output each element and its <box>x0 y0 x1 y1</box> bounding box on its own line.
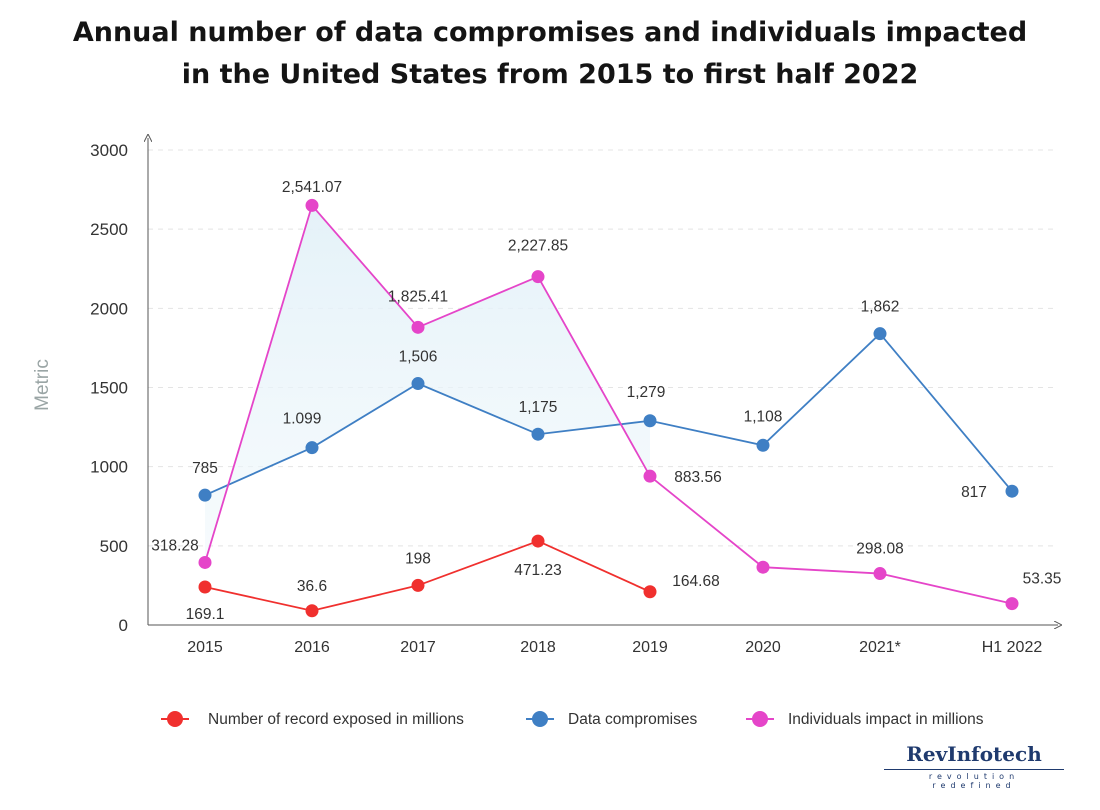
legend-label: Number of record exposed in millions <box>208 711 464 728</box>
x-tick-label: 2017 <box>400 639 436 656</box>
data-label: 1.099 <box>283 411 322 428</box>
data-point-individuals-impacted <box>756 560 770 574</box>
x-tick-label: 2016 <box>294 639 330 656</box>
y-tick-label: 1500 <box>90 379 128 398</box>
data-label: 1,279 <box>627 384 666 401</box>
data-point-data-compromises <box>531 427 545 441</box>
chart-title: Annual number of data compromises and in… <box>0 12 1100 96</box>
legend-marker <box>167 711 183 727</box>
data-label: 36.6 <box>297 578 327 595</box>
data-point-individuals-impacted <box>1005 597 1019 611</box>
data-point-individuals-impacted <box>305 198 319 212</box>
data-point-data-compromises <box>756 438 770 452</box>
data-point-data-compromises <box>1005 484 1019 498</box>
series-line-data-compromises <box>204 332 1013 496</box>
data-point-records-exposed <box>643 585 657 599</box>
data-label: 198 <box>405 550 431 567</box>
brand-logo: RevInfotech revolution redefined <box>884 742 1064 790</box>
data-label: 298.08 <box>856 541 903 558</box>
data-point-individuals-impacted <box>198 555 212 569</box>
x-tick-label: 2019 <box>632 639 668 656</box>
brand-divider <box>884 769 1064 770</box>
brand-tagline: revolution redefined <box>928 772 1020 790</box>
legend-marker <box>532 711 548 727</box>
data-label: 318.28 <box>151 537 198 554</box>
data-label: 817 <box>961 484 987 501</box>
brand-name: RevInfotech <box>906 742 1042 766</box>
data-point-data-compromises <box>305 441 319 455</box>
data-point-individuals-impacted <box>531 270 545 284</box>
data-label-peak: 2,541.07 <box>282 179 342 196</box>
data-label: 164.68 <box>672 573 719 590</box>
data-point-records-exposed <box>411 578 425 592</box>
x-tick-label: H1 2022 <box>982 639 1043 656</box>
data-label: 53.35 <box>1023 571 1062 588</box>
data-label: 785 <box>192 460 218 477</box>
data-point-records-exposed <box>305 604 319 618</box>
data-label: 2,227.85 <box>508 238 568 255</box>
data-point-individuals-impacted <box>643 469 657 483</box>
data-label: 1,108 <box>744 408 783 425</box>
chart-title-line-2: in the United States from 2015 to first … <box>181 59 919 90</box>
series-line-individuals-impacted <box>204 203 1013 605</box>
legend-marker <box>752 711 768 727</box>
data-label: 1,825.41 <box>388 288 448 305</box>
x-tick-label: 2015 <box>187 639 223 656</box>
data-point-individuals-impacted <box>873 567 887 581</box>
y-tick-label: 3000 <box>90 141 128 160</box>
y-axis-title: Metric <box>32 359 53 411</box>
data-point-data-compromises <box>411 377 425 391</box>
data-label: 1,506 <box>399 349 438 366</box>
data-label: 471.23 <box>514 562 561 579</box>
y-tick-label: 0 <box>119 616 128 635</box>
x-tick-label: 2021* <box>859 639 901 656</box>
data-point-data-compromises <box>198 488 212 502</box>
data-label: 1,862 <box>861 299 900 316</box>
data-label: 883.56 <box>674 469 721 486</box>
data-point-data-compromises <box>643 414 657 428</box>
legend-label: Data compromises <box>568 711 697 728</box>
y-tick-label: 500 <box>100 537 128 556</box>
y-tick-label: 1000 <box>90 458 128 477</box>
legend-label: Individuals impact in millions <box>788 711 984 728</box>
data-label: 1,175 <box>519 399 558 416</box>
area-fill <box>205 205 650 563</box>
data-point-records-exposed <box>531 534 545 548</box>
data-point-individuals-impacted <box>411 320 425 334</box>
y-tick-label: 2500 <box>90 220 128 239</box>
data-label: 169.1 <box>186 606 225 623</box>
data-point-records-exposed <box>198 580 212 594</box>
x-tick-label: 2020 <box>745 639 781 656</box>
chart-title-line-1: Annual number of data compromises and in… <box>72 17 1028 48</box>
x-tick-label: 2018 <box>520 639 556 656</box>
y-tick-label: 2000 <box>90 299 128 318</box>
data-point-data-compromises <box>873 327 887 341</box>
